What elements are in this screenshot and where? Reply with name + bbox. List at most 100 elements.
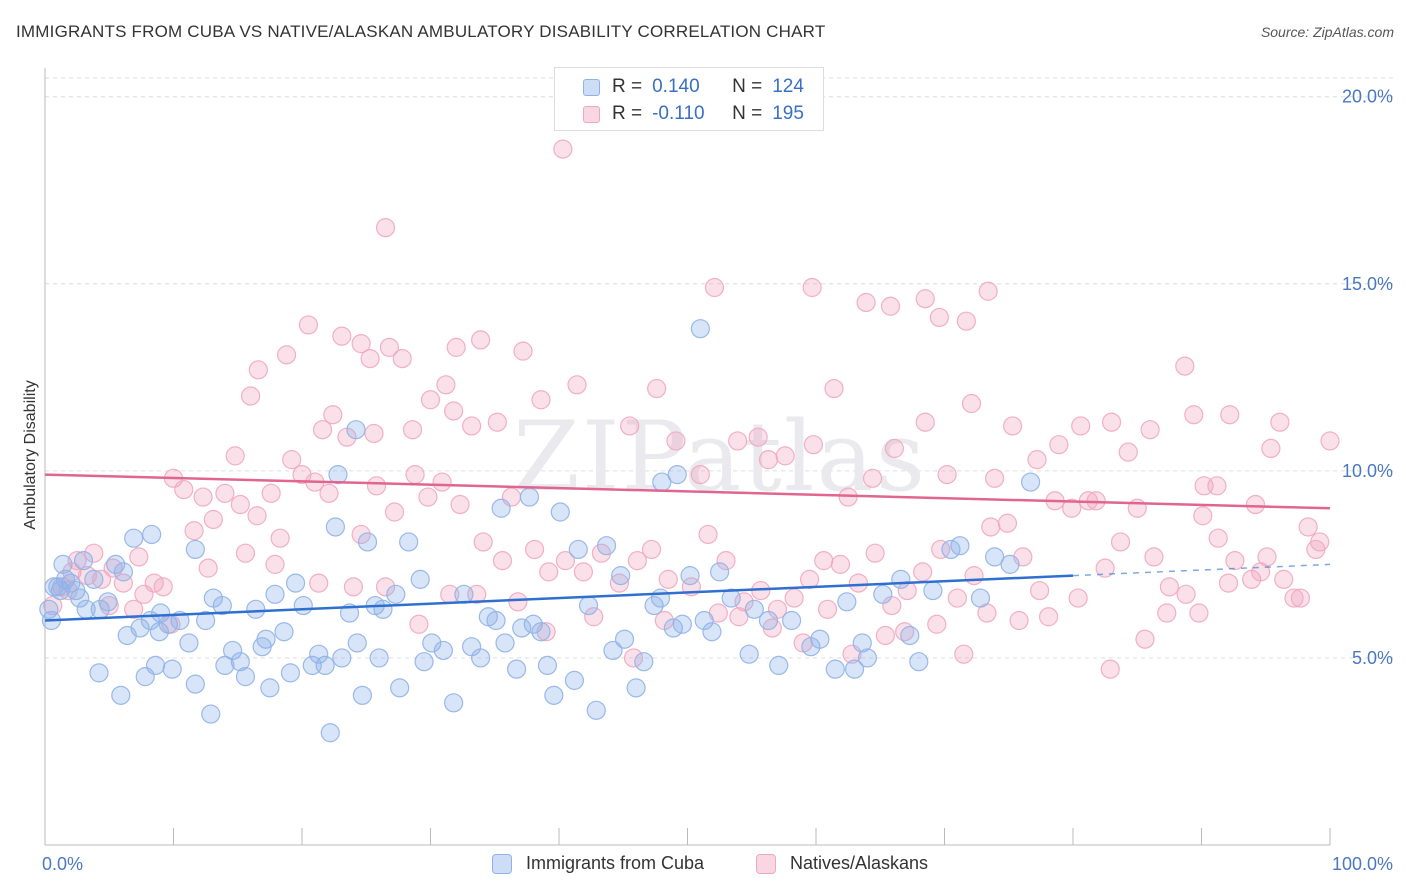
x-tick-label: 0.0% <box>42 854 83 874</box>
data-point <box>1101 412 1122 432</box>
data-point <box>667 464 687 485</box>
data-point <box>814 551 834 571</box>
x-tick-labels: 0.0% 100.0% <box>42 854 1393 874</box>
data-point <box>323 405 343 425</box>
data-point <box>1009 610 1029 631</box>
data-point <box>802 277 822 298</box>
data-point <box>947 588 967 608</box>
data-point <box>748 427 768 447</box>
y-axis-title: Ambulatory Disability <box>22 380 39 529</box>
data-point <box>1175 356 1195 376</box>
legend-row-natives: R = -0.110 N = 195 <box>583 102 804 126</box>
data-point <box>230 494 250 515</box>
data-point <box>584 607 604 627</box>
data-point <box>1068 588 1088 608</box>
data-point <box>1020 472 1041 492</box>
data-point <box>647 378 667 399</box>
data-point <box>1270 412 1290 432</box>
legend-item-natives[interactable]: Natives/Alaskans <box>756 853 928 874</box>
data-point <box>837 592 857 612</box>
data-point <box>91 569 112 589</box>
source-note: Source: ZipAtlas.com <box>1260 24 1394 40</box>
data-point <box>508 592 528 612</box>
data-point <box>436 375 456 395</box>
data-point <box>360 349 380 369</box>
data-point <box>117 625 137 646</box>
data-point <box>848 573 869 593</box>
data-point <box>124 528 144 548</box>
data-point <box>444 693 464 713</box>
data-point <box>623 648 644 668</box>
data-point <box>1306 539 1326 560</box>
data-point <box>357 532 378 552</box>
data-point <box>1100 659 1120 679</box>
data-point <box>252 637 272 657</box>
data-point <box>392 349 412 369</box>
data-point <box>728 431 748 451</box>
data-point <box>332 648 352 668</box>
data-point <box>937 464 957 485</box>
legend-swatch-pink <box>583 105 600 123</box>
data-point <box>1157 603 1177 623</box>
data-point <box>844 659 865 679</box>
data-point <box>519 487 540 507</box>
series-immigrants-from-cuba <box>39 319 1041 743</box>
data-point <box>915 412 935 432</box>
data-point <box>420 390 441 410</box>
data-point <box>895 622 915 642</box>
data-point <box>913 562 933 582</box>
data-point <box>1038 607 1059 627</box>
data-point <box>978 281 998 301</box>
data-point <box>1251 562 1271 582</box>
legend-row-cuba: R = 0.140 N = 124 <box>583 75 804 99</box>
data-point <box>369 648 389 668</box>
y-tick-label: 5.0% <box>1352 648 1393 668</box>
data-point <box>454 584 474 604</box>
data-point <box>153 577 173 597</box>
data-point <box>690 464 710 485</box>
data-point <box>1049 435 1069 455</box>
data-point <box>758 610 779 631</box>
data-point <box>241 386 261 406</box>
data-point <box>198 558 218 578</box>
data-point <box>1000 554 1020 574</box>
data-point <box>1193 506 1213 526</box>
data-point <box>332 326 352 346</box>
data-point <box>857 648 878 668</box>
data-point <box>1071 416 1091 436</box>
data-point <box>1144 547 1164 567</box>
data-point <box>418 487 438 507</box>
data-point <box>196 610 216 631</box>
legend-item-cuba[interactable]: Immigrants from Cuba <box>492 853 704 874</box>
y-tick-label: 15.0% <box>1342 274 1393 294</box>
data-point <box>113 573 133 593</box>
data-point <box>129 547 149 567</box>
data-point <box>405 464 425 485</box>
y-tick-label: 10.0% <box>1342 461 1393 481</box>
data-point <box>981 517 1001 537</box>
r-value: 0.140 <box>652 76 700 97</box>
data-point <box>364 423 384 444</box>
data-point <box>373 599 393 619</box>
data-point <box>891 569 911 589</box>
data-point <box>246 599 266 619</box>
data-point <box>414 652 434 672</box>
data-point <box>84 543 104 563</box>
series-legend: Immigrants from Cuba Natives/Alaskans <box>0 853 1406 877</box>
data-point <box>909 652 929 672</box>
r-value: -0.110 <box>652 103 705 124</box>
data-point <box>248 360 268 380</box>
data-point <box>824 378 844 399</box>
data-point <box>531 390 551 410</box>
data-point <box>923 580 943 601</box>
data-point <box>1027 450 1047 470</box>
data-point <box>567 375 587 395</box>
data-point <box>282 450 302 470</box>
data-point <box>1184 405 1204 425</box>
legend-swatch-blue <box>583 78 600 96</box>
data-point <box>927 614 947 634</box>
n-label: N = <box>732 76 763 97</box>
data-point <box>309 644 329 664</box>
data-point <box>512 618 532 638</box>
data-point <box>1159 577 1179 597</box>
